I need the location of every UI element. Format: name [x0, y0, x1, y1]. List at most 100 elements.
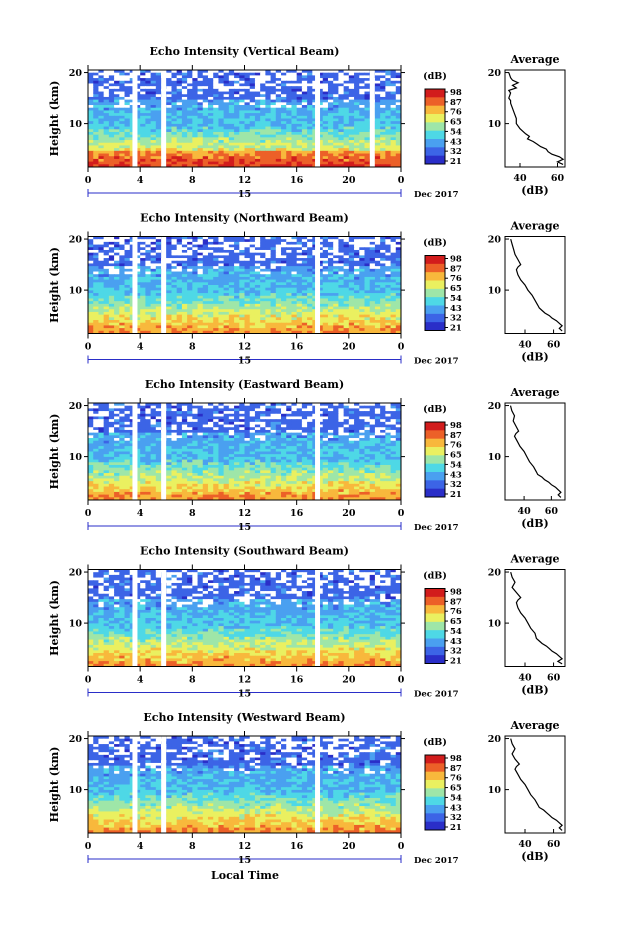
profile-y-tick-label: 20 — [488, 68, 502, 79]
colorbar-frame — [424, 88, 446, 165]
profile-y-tick-label: 10 — [488, 619, 502, 630]
profile-y-tick-label: 20 — [488, 401, 502, 412]
colorbar-tick-label: 76 — [450, 774, 462, 784]
colorbar-unit: (dB) — [423, 737, 447, 748]
x-tick-label: 4 — [137, 175, 144, 186]
panel-5: Echo Intensity (Westward Beam) 20 10 Height… — [48, 711, 566, 866]
profile-y-tick-label: 10 — [488, 119, 502, 130]
data-gap — [161, 569, 167, 667]
colorbar-segment — [425, 430, 445, 440]
panel-3: Echo Intensity (Eastward Beam) 20 10 Height… — [48, 378, 566, 533]
profile-x-tick-label: 40 — [518, 340, 532, 351]
colorbar-segment — [425, 463, 445, 473]
profile-x-tick-label: 60 — [551, 173, 565, 184]
profile-x-tick-label: 40 — [518, 839, 532, 850]
x-tick-label: 16 — [290, 675, 304, 686]
colorbar-tick-label: 65 — [450, 118, 462, 128]
data-gap — [132, 569, 138, 667]
x-tick-label: 4 — [137, 841, 144, 852]
colorbar-segment — [425, 755, 445, 764]
colorbar-tick-label: 43 — [450, 470, 462, 480]
colorbar-segment — [425, 313, 445, 323]
colorbar-tick-label: 21 — [450, 157, 462, 167]
colorbar-unit: (dB) — [423, 238, 447, 249]
profile-title: Average — [509, 220, 559, 233]
x-tick-label: 8 — [189, 342, 196, 353]
x-tick-label: 12 — [238, 508, 251, 519]
data-gap — [315, 569, 321, 667]
panel-title: Echo Intensity (Vertical Beam) — [149, 45, 339, 58]
colorbar-segment — [425, 596, 445, 606]
profile-x-label: (dB) — [521, 850, 548, 863]
y-tick-label: 10 — [69, 452, 83, 463]
colorbar-segment — [425, 780, 445, 789]
colorbar-segment — [425, 438, 445, 448]
profile-x-tick-label: 40 — [513, 173, 527, 184]
colorbar-segment — [425, 472, 445, 481]
colorbar-frame — [424, 255, 446, 331]
colorbar-segment — [425, 422, 445, 431]
colorbar-tick-label: 54 — [450, 793, 462, 803]
x-tick-label: 16 — [290, 342, 304, 353]
date-suffix: Dec 2017 — [414, 856, 459, 866]
colorbar-unit: (dB) — [423, 71, 447, 82]
profile-line — [510, 738, 563, 831]
panel-4: Echo Intensity (Southward Beam) 20 10 Heigh… — [48, 545, 566, 700]
colorbar-tick-label: 54 — [450, 460, 462, 470]
colorbar-tick-label: 21 — [450, 324, 462, 334]
colorbar-tick-label: 43 — [450, 304, 462, 314]
colorbar-segment — [425, 796, 445, 806]
colorbar-segment — [425, 139, 445, 148]
date-suffix: Dec 2017 — [414, 190, 459, 200]
x-tick-label: 0 — [85, 675, 92, 686]
profile-frame — [504, 735, 566, 834]
colorbar-segment — [425, 288, 445, 298]
colorbar-tick-label: 76 — [450, 274, 462, 284]
date-label: 15 — [238, 855, 251, 866]
y-tick-label: 20 — [69, 734, 83, 745]
y-tick-label: 10 — [69, 119, 83, 130]
x-tick-label: 16 — [290, 508, 304, 519]
colorbar-segment — [425, 297, 445, 306]
colorbar-tick-label: 21 — [450, 823, 462, 833]
colorbar-tick-label: 98 — [450, 421, 462, 431]
colorbar-segment — [425, 97, 445, 107]
data-gap — [161, 236, 167, 334]
x-tick-label: 4 — [137, 675, 144, 686]
data-gap — [132, 236, 138, 334]
colorbar-segment — [425, 788, 445, 798]
y-tick-label: 20 — [69, 568, 83, 579]
colorbar-tick-label: 76 — [450, 108, 462, 118]
profile-frame — [504, 236, 566, 334]
profile-title: Average — [509, 719, 559, 732]
data-gap — [132, 70, 138, 167]
colorbar-segment — [425, 821, 445, 831]
profile-y-tick-label: 10 — [488, 286, 502, 297]
y-tick-label: 20 — [69, 235, 83, 246]
x-tick-label: 20 — [342, 342, 356, 353]
date-label: 15 — [238, 356, 251, 367]
heatmap-field — [88, 70, 401, 167]
data-gap — [161, 403, 167, 500]
colorbar-tick-label: 54 — [450, 294, 462, 304]
profile-x-tick-label: 60 — [547, 673, 561, 684]
colorbar-tick-label: 43 — [450, 803, 462, 813]
colorbar-segment — [425, 638, 445, 648]
colorbar-tick-label: 98 — [450, 255, 462, 265]
profile-title: Average — [509, 386, 559, 399]
colorbar-tick-label: 43 — [450, 137, 462, 147]
colorbar-tick-label: 21 — [450, 657, 462, 667]
y-axis-label: Height (km) — [48, 580, 61, 656]
panel-title: Echo Intensity (Northward Beam) — [140, 212, 349, 225]
profile-frame — [504, 402, 566, 501]
x-tick-label: 20 — [342, 508, 356, 519]
profile-x-label: (dB) — [521, 517, 548, 530]
data-gap — [161, 736, 167, 833]
x-tick-label: 0 — [85, 508, 92, 519]
colorbar-segment — [425, 588, 445, 598]
panel-2: Echo Intensity (Northward Beam) 20 10 Heigh… — [48, 212, 566, 367]
colorbar-tick-label: 98 — [450, 588, 462, 598]
profile-x-tick-label: 60 — [545, 506, 559, 517]
colorbar-tick-label: 65 — [450, 617, 462, 627]
